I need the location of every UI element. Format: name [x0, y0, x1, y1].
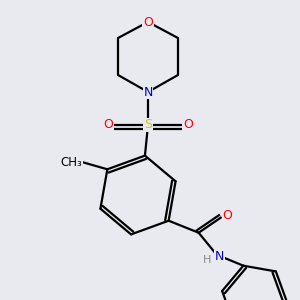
- Text: N: N: [143, 85, 153, 98]
- Text: N: N: [215, 250, 224, 263]
- Text: O: O: [223, 209, 232, 222]
- Text: CH₃: CH₃: [61, 156, 82, 169]
- Text: O: O: [143, 16, 153, 28]
- Text: S: S: [144, 118, 152, 131]
- Text: H: H: [202, 255, 211, 265]
- Text: O: O: [183, 118, 193, 131]
- Text: O: O: [103, 118, 113, 131]
